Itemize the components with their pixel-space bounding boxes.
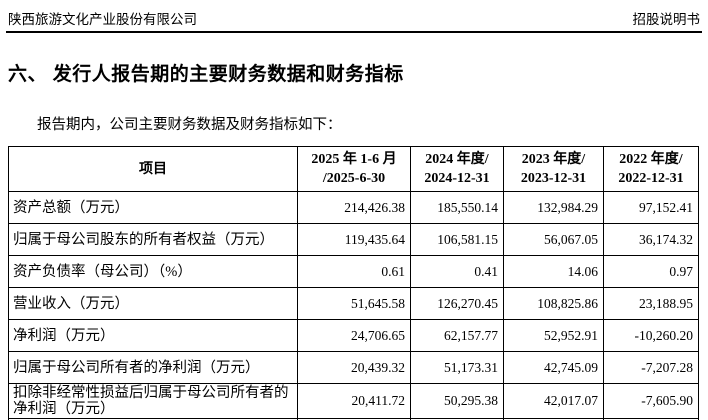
row-label: 归属于母公司所有者的净利润（万元） (8, 351, 298, 385)
intro-paragraph: 报告期内，公司主要财务数据及财务指标如下： (37, 117, 342, 134)
cell-value: 14.06 (503, 255, 604, 289)
cell-value: -7,605.90 (603, 383, 699, 420)
table-header-row: 项目 2025 年 1-6 月 /2025-6-30 2024 年度/ 2024… (8, 146, 699, 193)
cell-value: 23,188.95 (603, 287, 699, 321)
column-header-2022: 2022 年度/ 2022-12-31 (603, 146, 699, 193)
page-header: 陕西旅游文化产业股份有限公司 招股说明书 (6, 0, 702, 34)
cell-value: 20,411.72 (297, 383, 411, 420)
column-header-2024: 2024 年度/ 2024-12-31 (410, 146, 504, 193)
row-label: 资产总额（万元） (8, 191, 298, 225)
cell-value: 132,984.29 (503, 191, 604, 225)
cell-value: 51,645.58 (297, 287, 411, 321)
cell-value: 20,439.32 (297, 351, 411, 385)
cell-value: -7,207.28 (603, 351, 699, 385)
cell-value: 50,295.38 (410, 383, 504, 420)
cell-value: 126,270.45 (410, 287, 504, 321)
cell-value: 52,952.91 (503, 319, 604, 353)
row-label: 扣除非经常性损益后归属于母公司所有者的净利润（万元） (8, 383, 298, 420)
table-row-partial (8, 418, 699, 420)
cell-value: 51,173.31 (410, 351, 504, 385)
cell-value: 56,067.05 (503, 223, 604, 257)
cell-value: 214,426.38 (297, 191, 411, 225)
cell-value: 97,152.41 (603, 191, 699, 225)
row-label: 营业收入（万元） (8, 287, 298, 321)
table-row: 净利润（万元） 24,706.65 62,157.77 52,952.91 -1… (8, 319, 699, 353)
table-row: 资产总额（万元） 214,426.38 185,550.14 132,984.2… (8, 191, 699, 225)
company-name: 陕西旅游文化产业股份有限公司 (8, 12, 197, 27)
table-row: 扣除非经常性损益后归属于母公司所有者的净利润（万元） 20,411.72 50,… (8, 383, 699, 420)
cell-value: 24,706.65 (297, 319, 411, 353)
cell-value: 108,825.86 (503, 287, 604, 321)
table-row: 营业收入（万元） 51,645.58 126,270.45 108,825.86… (8, 287, 699, 321)
cell-value: 0.41 (410, 255, 504, 289)
column-header-item: 项目 (8, 146, 298, 193)
document-type-label: 招股说明书 (632, 12, 701, 27)
table-row: 资产负债率（母公司）（%） 0.61 0.41 14.06 0.97 (8, 255, 699, 289)
cell-value: 119,435.64 (297, 223, 411, 257)
row-label: 归属于母公司股东的所有者权益（万元） (8, 223, 298, 257)
cell-value: 0.61 (297, 255, 411, 289)
cell-value: 106,581.15 (410, 223, 504, 257)
cell-value: 185,550.14 (410, 191, 504, 225)
table-row: 归属于母公司股东的所有者权益（万元） 119,435.64 106,581.15… (8, 223, 699, 257)
financial-data-table: 项目 2025 年 1-6 月 /2025-6-30 2024 年度/ 2024… (8, 146, 699, 420)
cell-value: 42,745.09 (503, 351, 604, 385)
section-heading: 六、 发行人报告期的主要财务数据和财务指标 (8, 64, 404, 86)
column-header-2025: 2025 年 1-6 月 /2025-6-30 (297, 146, 411, 193)
cell-value: 0.97 (603, 255, 699, 289)
column-header-2023: 2023 年度/ 2023-12-31 (503, 146, 604, 193)
cell-value: -10,260.20 (603, 319, 699, 353)
cell-value: 62,157.77 (410, 319, 504, 353)
cell-value: 36,174.32 (603, 223, 699, 257)
row-label: 资产负债率（母公司）（%） (8, 255, 298, 289)
table-row: 归属于母公司所有者的净利润（万元） 20,439.32 51,173.31 42… (8, 351, 699, 385)
row-label: 净利润（万元） (8, 319, 298, 353)
cell-value: 42,017.07 (503, 383, 604, 420)
